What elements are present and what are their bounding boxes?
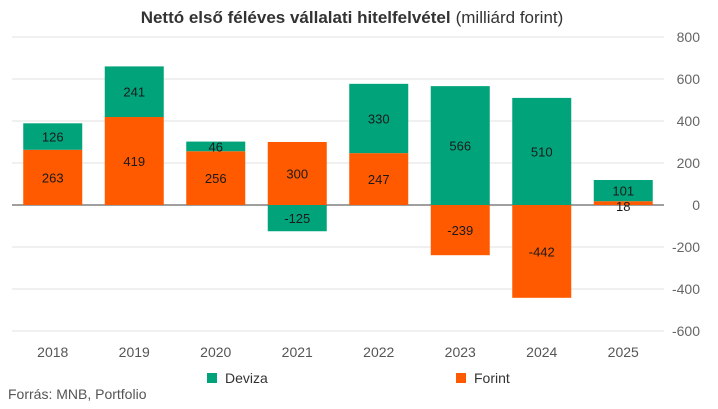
y-tick-label: -600 — [672, 323, 700, 339]
bar-forint-2019 — [104, 117, 164, 205]
data-label-forint-2020: 256 — [205, 171, 227, 186]
data-labels: 263 126 419 241 256 46 300 -125 247 330 -239 566 -44… — [42, 85, 634, 260]
y-tick-label: 200 — [677, 155, 701, 171]
data-label-deviza-2021: -125 — [284, 211, 310, 226]
data-label-forint-2023: -239 — [447, 223, 473, 238]
x-tick-label: 2018 — [37, 344, 68, 360]
x-tick-label: 2021 — [282, 344, 313, 360]
data-label-deviza-2023: 566 — [449, 139, 471, 154]
x-axis: 2018 2019 2020 2021 2022 2023 2024 2025 — [37, 344, 639, 360]
data-label-deviza-2020: 46 — [209, 139, 223, 154]
data-label-forint-2022: 247 — [368, 172, 390, 187]
legend-label-deviza: Deviza — [225, 370, 268, 386]
bar-forint-2021 — [267, 142, 327, 205]
bar-deviza-2019 — [104, 66, 164, 118]
y-tick-label: -400 — [672, 281, 700, 297]
y-tick-label: -200 — [672, 239, 700, 255]
data-label-forint-2025: 18 — [616, 199, 630, 214]
bar-forint-2024 — [512, 205, 572, 298]
legend-swatch-deviza — [207, 373, 217, 383]
bar-deviza-2020 — [186, 141, 246, 152]
x-tick-label: 2022 — [363, 344, 394, 360]
legend-label-forint: Forint — [474, 370, 510, 386]
y-tick-label: 0 — [692, 197, 700, 213]
data-label-forint-2021: 300 — [286, 167, 308, 182]
bar-forint-2023 — [430, 205, 490, 256]
data-label-deviza-2022: 330 — [368, 111, 390, 126]
bar-forint-2018 — [23, 149, 83, 205]
data-label-deviza-2025: 101 — [612, 184, 634, 199]
legend-item-deviza: Deviza — [207, 370, 268, 386]
data-label-forint-2018: 263 — [42, 170, 64, 185]
bar-deviza-2025 — [593, 180, 653, 202]
bar-deviza-2024 — [512, 97, 572, 205]
bar-deviza-2018 — [23, 123, 83, 150]
chart-title-unit: (milliárd forint) — [456, 8, 564, 27]
bar-forint-2025 — [593, 201, 653, 205]
x-tick-label: 2019 — [119, 344, 150, 360]
data-label-forint-2024: -442 — [529, 244, 555, 259]
chart-title-main: Nettó első féléves vállalati hitelfelvét… — [141, 8, 451, 27]
data-label-deviza-2024: 510 — [531, 144, 553, 159]
bars — [23, 66, 653, 298]
bar-deviza-2023 — [430, 86, 490, 205]
bar-deviza-2022 — [349, 83, 409, 154]
source-note: Forrás: MNB, Portfolio — [8, 386, 147, 402]
y-tick-label: 400 — [677, 113, 701, 129]
y-tick-label: 800 — [677, 29, 701, 45]
legend-swatch-forint — [456, 373, 466, 383]
legend-item-forint: Forint — [456, 370, 510, 386]
data-label-deviza-2018: 126 — [42, 130, 64, 145]
data-label-deviza-2019: 241 — [123, 85, 145, 100]
chart-title: Nettó első féléves vállalati hitelfelvét… — [141, 8, 564, 27]
x-tick-label: 2020 — [200, 344, 231, 360]
bar-forint-2022 — [349, 153, 409, 205]
bar-deviza-2021 — [267, 205, 327, 232]
x-tick-label: 2025 — [608, 344, 639, 360]
y-tick-label: 600 — [677, 71, 701, 87]
bar-forint-2020 — [186, 151, 246, 205]
data-label-forint-2019: 419 — [123, 154, 145, 169]
x-tick-label: 2024 — [526, 344, 557, 360]
y-axis: -600 -400 -200 0 200 400 600 800 — [672, 29, 700, 339]
x-tick-label: 2023 — [445, 344, 476, 360]
